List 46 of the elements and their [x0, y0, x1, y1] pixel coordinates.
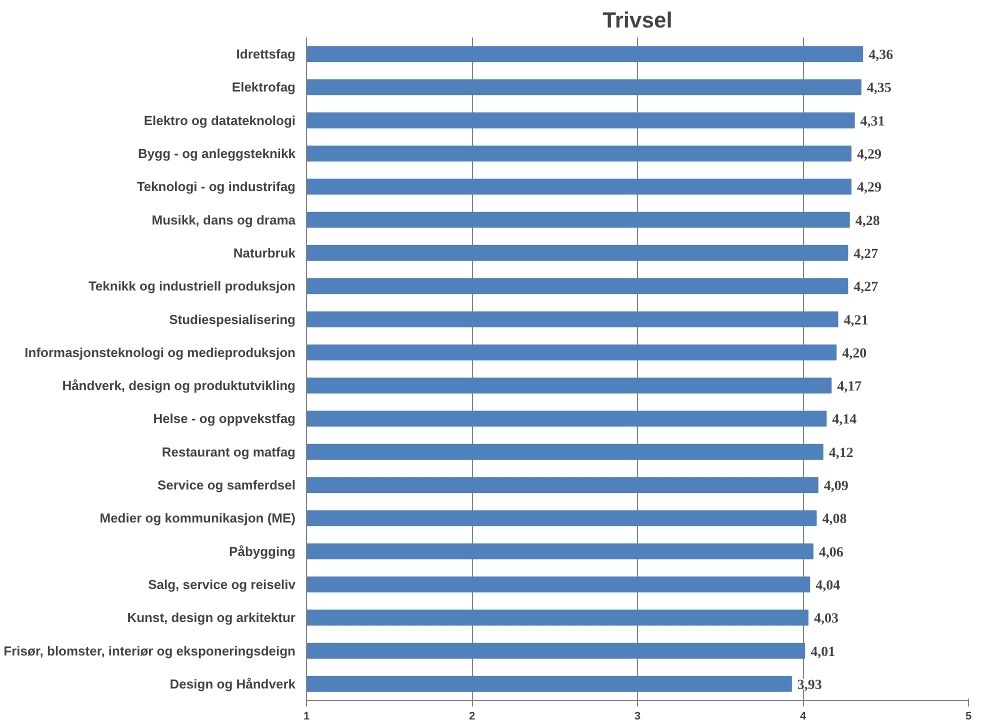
data-label: 4,03 — [814, 612, 838, 627]
data-label: 4,28 — [855, 214, 880, 229]
y-tick-label: Salg, service og reiseliv — [148, 576, 296, 592]
y-tick-label: Påbygging — [229, 544, 296, 559]
y-tick-label: Kunst, design og arkitektur — [127, 610, 296, 626]
data-label: 4,06 — [818, 545, 844, 560]
data-label: 4,29 — [856, 180, 882, 196]
data-label: 4,27 — [854, 246, 878, 262]
x-tick-label: 2 — [468, 710, 476, 722]
data-label: 3,93 — [797, 678, 822, 693]
y-tick-label: Teknikk og industriell produksjon — [88, 278, 296, 294]
data-label: 4,17 — [837, 380, 862, 395]
chart-title: Trivsel — [602, 8, 672, 32]
data-label: 4,27 — [854, 280, 878, 296]
data-label: 4,21 — [844, 313, 868, 328]
y-tick-label: Frisør, blomster, interiør og eksponeringsdeign — [4, 643, 296, 658]
y-tick-label: Restaurant og matfag — [162, 444, 296, 460]
x-tick-label: 3 — [634, 710, 641, 722]
y-tick-label: Bygg - og anleggsteknikk — [138, 146, 296, 162]
y-tick-label: Design og Håndverk — [170, 676, 296, 692]
y-tick-label: Teknologi - og industrifag — [136, 179, 296, 194]
data-label: 4,29 — [856, 148, 882, 163]
y-tick-label: Håndverk, design og produktutvikling — [62, 378, 296, 394]
y-tick-label: Musikk, dans og drama — [152, 212, 296, 228]
y-tick-label: Service og samferdsel — [157, 478, 296, 493]
y-tick-label: Medier og kommunikasjon (ME) — [100, 510, 296, 526]
data-label: 4,09 — [824, 479, 848, 494]
data-label: 4,31 — [860, 114, 885, 130]
data-label: 4,12 — [828, 446, 854, 461]
data-label: 4,14 — [832, 412, 857, 428]
data-label: 4,20 — [842, 346, 867, 362]
data-label: 4,35 — [866, 81, 892, 96]
data-label: 4,04 — [816, 578, 840, 594]
x-tick-label: 4 — [800, 710, 807, 722]
x-tick-label: 5 — [965, 710, 972, 722]
y-tick-label: Elektrofag — [232, 80, 296, 95]
y-tick-label: Studiespesialisering — [169, 312, 296, 327]
y-tick-label: Idrettsfag — [236, 46, 296, 62]
data-label: 4,36 — [868, 48, 894, 64]
y-tick-label: Helse - og oppvekstfag — [153, 411, 296, 426]
data-label: 4,08 — [822, 512, 847, 528]
y-tick-label: Elektro og datateknologi — [144, 112, 296, 128]
y-tick-label: Informasjonsteknologi og medieproduksjon — [24, 344, 296, 360]
data-label: 4,01 — [810, 644, 836, 660]
x-tick-label: 1 — [303, 710, 310, 722]
y-tick-label: Naturbruk — [233, 245, 296, 260]
